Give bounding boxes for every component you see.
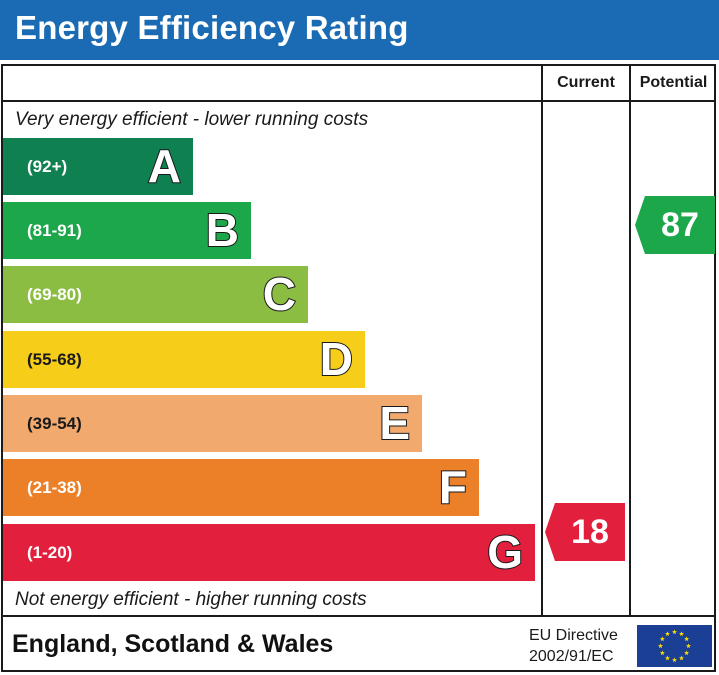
band-letter: F: [438, 460, 468, 514]
band-range: (55-68): [27, 350, 82, 369]
band-letter: A: [147, 139, 182, 193]
eu-flag-icon: [637, 625, 712, 667]
rating-frame: [1, 64, 716, 672]
eu-star-icon: [672, 657, 677, 663]
eu-star-icon: [684, 650, 690, 656]
eu-star-icon: [659, 636, 665, 642]
band-range: (81-91): [27, 221, 82, 240]
eu-star-icon: [679, 631, 684, 636]
bottom-note: Not energy efficient - higher running co…: [15, 589, 367, 610]
band-range: (39-54): [27, 414, 82, 433]
band-g: (1-20) G: [3, 524, 535, 581]
footer-row-line: [1, 615, 716, 617]
band-letter: D: [319, 332, 354, 386]
band-letter: B: [205, 203, 240, 257]
divider-current: [541, 64, 543, 617]
band-c: (69-80) C: [3, 266, 308, 323]
band-letter: C: [262, 267, 297, 321]
band-letter: G: [486, 525, 524, 579]
band-range: (21-38): [27, 478, 82, 497]
band-e: (39-54) E: [3, 395, 422, 452]
band-range: (69-80): [27, 285, 82, 304]
current-rating-value: 18: [571, 513, 609, 551]
band-a: (92+) A: [3, 138, 193, 195]
eu-star-icon: [684, 636, 690, 642]
top-note: Very energy efficient - lower running co…: [15, 109, 369, 130]
header-bar: Energy Efficiency Rating: [0, 0, 719, 60]
current-rating-arrow: 18: [545, 503, 625, 561]
band-letter: E: [378, 396, 411, 450]
eu-star-icon: [686, 643, 691, 649]
page-title: Energy Efficiency Rating: [15, 9, 409, 46]
band-range: (1-20): [27, 543, 73, 562]
potential-rating-value: 87: [661, 206, 699, 244]
band-f: (21-38) F: [3, 459, 479, 516]
band-b: (81-91) B: [3, 202, 251, 259]
eu-star-icon: [665, 655, 670, 661]
header-row-line: [1, 100, 716, 102]
potential-rating-arrow: 87: [635, 196, 715, 254]
eu-star-icon: [679, 655, 684, 661]
eu-star-icon: [659, 650, 665, 656]
band-range: (92+): [27, 157, 68, 176]
column-header-current: Current: [557, 74, 615, 91]
country-label: England, Scotland & Wales: [12, 630, 334, 658]
band-d: (55-68) D: [3, 331, 365, 388]
eu-star-icon: [672, 629, 677, 635]
eu-directive-label: EU Directive: [529, 627, 618, 644]
column-header-potential: Potential: [639, 74, 708, 91]
eu-star-icon: [658, 643, 663, 649]
eu-directive-number: 2002/91/EC: [529, 648, 614, 665]
divider-potential: [629, 64, 631, 617]
eu-star-icon: [665, 631, 670, 636]
